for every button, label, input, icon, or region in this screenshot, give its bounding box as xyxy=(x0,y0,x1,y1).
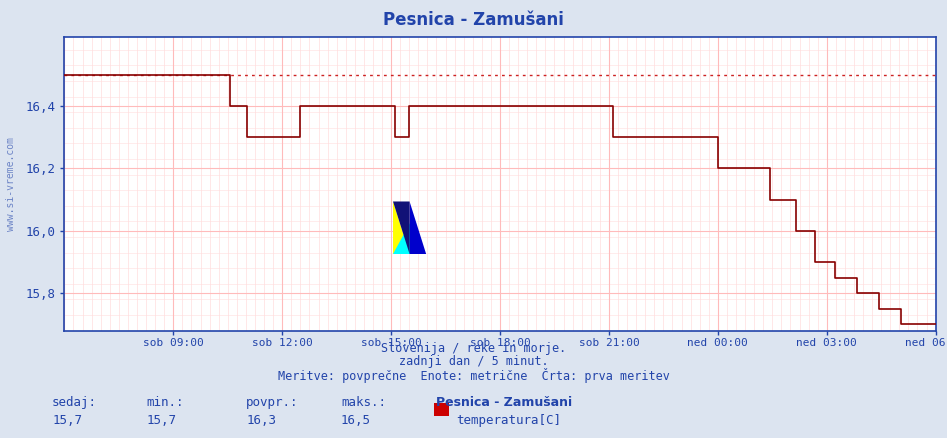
Text: sedaj:: sedaj: xyxy=(52,396,98,410)
Text: povpr.:: povpr.: xyxy=(246,396,298,410)
Polygon shape xyxy=(393,201,409,254)
Polygon shape xyxy=(393,201,409,254)
Text: 15,7: 15,7 xyxy=(52,414,82,427)
Text: Meritve: povprečne  Enote: metrične  Črta: prva meritev: Meritve: povprečne Enote: metrične Črta:… xyxy=(277,368,670,383)
Text: min.:: min.: xyxy=(147,396,185,410)
Text: 16,5: 16,5 xyxy=(341,414,371,427)
Text: Pesnica - Zamušani: Pesnica - Zamušani xyxy=(436,396,572,410)
Text: maks.:: maks.: xyxy=(341,396,386,410)
Polygon shape xyxy=(393,223,409,254)
Text: Pesnica - Zamušani: Pesnica - Zamušani xyxy=(384,11,563,29)
Text: 15,7: 15,7 xyxy=(147,414,177,427)
Text: temperatura[C]: temperatura[C] xyxy=(456,414,562,427)
Text: 16,3: 16,3 xyxy=(246,414,277,427)
Polygon shape xyxy=(409,201,426,254)
Text: Slovenija / reke in morje.: Slovenija / reke in morje. xyxy=(381,342,566,355)
Text: www.si-vreme.com: www.si-vreme.com xyxy=(7,137,16,231)
Text: zadnji dan / 5 minut.: zadnji dan / 5 minut. xyxy=(399,355,548,368)
